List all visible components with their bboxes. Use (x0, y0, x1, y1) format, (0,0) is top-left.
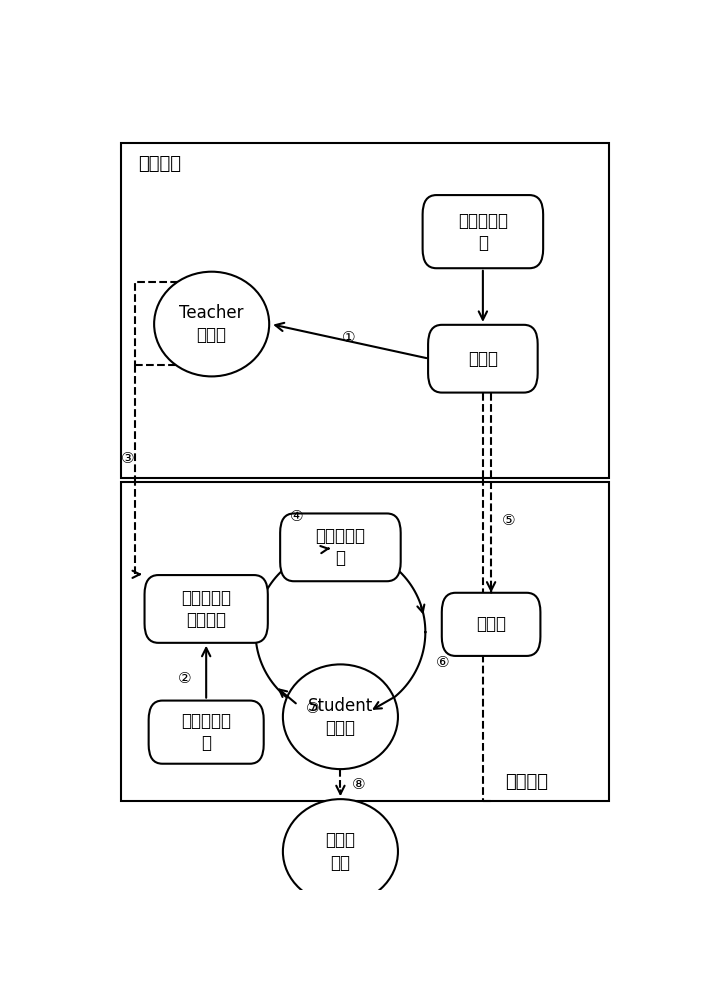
Text: ⑥: ⑥ (436, 655, 450, 670)
Text: ⑤: ⑤ (502, 513, 515, 528)
FancyBboxPatch shape (144, 575, 268, 643)
FancyBboxPatch shape (148, 701, 264, 764)
FancyBboxPatch shape (122, 143, 609, 478)
Text: 最终检
测器: 最终检 测器 (325, 831, 356, 872)
Text: 抽取无标签
数据子集: 抽取无标签 数据子集 (181, 589, 231, 629)
Text: 有标签数据
集: 有标签数据 集 (458, 212, 508, 252)
Text: 伪标签数据
集: 伪标签数据 集 (315, 527, 366, 567)
Ellipse shape (283, 799, 398, 904)
Text: 训练集: 训练集 (476, 615, 506, 633)
FancyBboxPatch shape (428, 325, 538, 393)
FancyBboxPatch shape (423, 195, 543, 268)
FancyBboxPatch shape (280, 513, 401, 581)
Text: ④: ④ (290, 509, 303, 524)
Text: ⑦: ⑦ (306, 701, 320, 716)
FancyBboxPatch shape (442, 593, 540, 656)
Text: 无标签数据
集: 无标签数据 集 (181, 712, 231, 752)
FancyBboxPatch shape (122, 482, 609, 801)
Text: 第二阶段: 第二阶段 (505, 773, 548, 791)
Bar (135, 282, 242, 365)
Text: 第一阶段: 第一阶段 (138, 155, 181, 173)
Text: ⑧: ⑧ (351, 777, 365, 792)
Text: Teacher
检测器: Teacher 检测器 (180, 304, 244, 344)
Text: Student
检测器: Student 检测器 (308, 697, 373, 737)
Ellipse shape (154, 272, 269, 376)
Text: 预处理: 预处理 (468, 350, 498, 368)
Ellipse shape (283, 664, 398, 769)
Text: ③: ③ (121, 451, 134, 466)
Text: ①: ① (341, 330, 356, 345)
Text: ②: ② (177, 671, 191, 686)
